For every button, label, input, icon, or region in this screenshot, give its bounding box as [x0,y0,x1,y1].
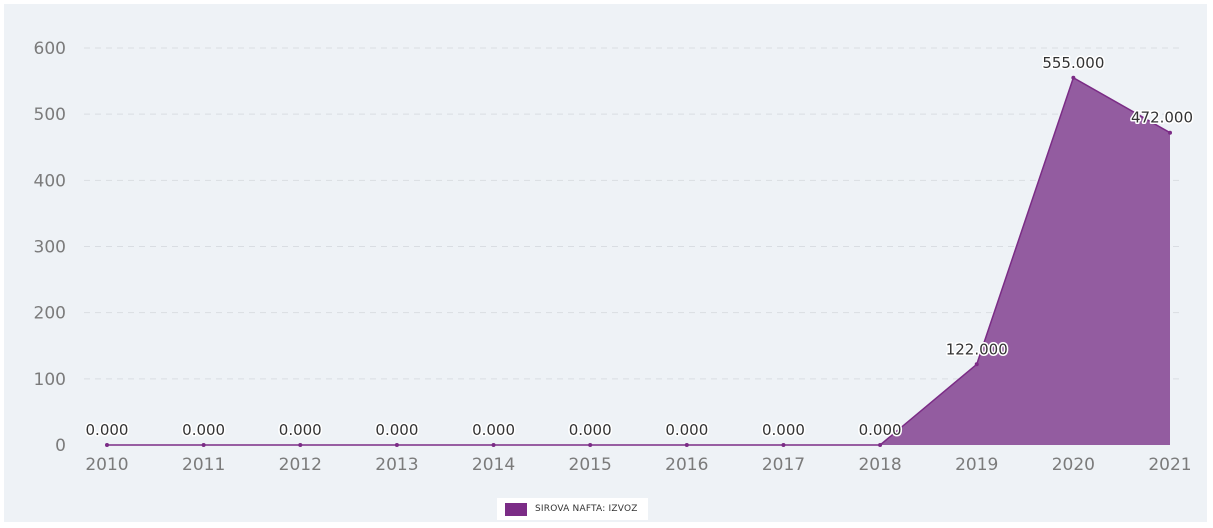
chart-panel: 0 100 200 300 400 500 600 2010 2011 2012 2013 2014… [4,4,1207,522]
x-tick-label: 2021 [1148,455,1191,475]
data-point[interactable] [105,443,109,447]
legend-label: SIROVA NAFTA: IZVOZ [535,504,638,514]
x-tick-label: 2011 [182,455,225,475]
y-tick-label: 500 [34,105,66,125]
legend-swatch [505,502,527,516]
data-point[interactable] [974,362,979,367]
x-tick-label: 2015 [569,455,612,475]
y-tick-label: 200 [34,304,66,324]
data-point[interactable] [298,443,303,447]
data-point[interactable] [878,443,883,447]
x-tick-label: 2012 [279,455,322,475]
x-tick-label: 2020 [1052,455,1095,475]
series-line [107,76,1171,446]
x-tick-label: 2013 [375,455,418,475]
x-tick-label: 2019 [955,455,998,475]
y-tick-label: 100 [34,370,66,390]
data-label: 0.000 [86,421,129,439]
data-label: 0.000 [665,421,708,439]
data-label: 0.000 [279,421,322,439]
data-label: 0.000 [569,421,612,439]
data-labels: 0.000 0.000 0.000 0.000 0.000 0.000 0.000 0.000… [84,52,1194,440]
data-point[interactable] [1071,75,1076,80]
series-area-fill [107,77,1170,446]
data-point[interactable] [781,443,786,447]
x-tick-label: 2016 [665,455,708,475]
legend[interactable]: SIROVA NAFTA: IZVOZ [497,498,648,520]
data-label: 472.000 [1131,109,1193,127]
data-point[interactable] [1168,130,1172,135]
data-point[interactable] [491,443,496,447]
data-point[interactable] [684,443,689,447]
data-point[interactable] [588,443,593,447]
x-axis-ticks: 2010 2011 2012 2013 2014 2015 2016 2017 2018 2019… [85,455,1191,475]
y-tick-label: 400 [34,171,66,191]
x-tick-label: 2010 [85,455,128,475]
y-tick-label: 0 [55,436,66,456]
data-label: 122.000 [946,340,1008,358]
y-tick-label: 300 [34,238,66,258]
data-label: 0.000 [472,421,515,439]
data-label: 555.000 [1042,54,1104,72]
data-point[interactable] [394,443,399,447]
data-label: 0.000 [375,421,418,439]
data-point[interactable] [201,443,206,447]
area-chart: 0 100 200 300 400 500 600 2010 2011 2012 2013 2014… [34,39,1195,475]
data-label: 0.000 [182,421,225,439]
data-label: 0.000 [859,421,902,439]
series-area [105,75,1172,447]
data-label: 0.000 [762,421,805,439]
y-tick-label: 600 [34,39,66,59]
x-tick-label: 2014 [472,455,515,475]
y-axis-ticks: 0 100 200 300 400 500 600 [34,39,66,456]
x-tick-label: 2018 [858,455,901,475]
x-tick-label: 2017 [762,455,805,475]
